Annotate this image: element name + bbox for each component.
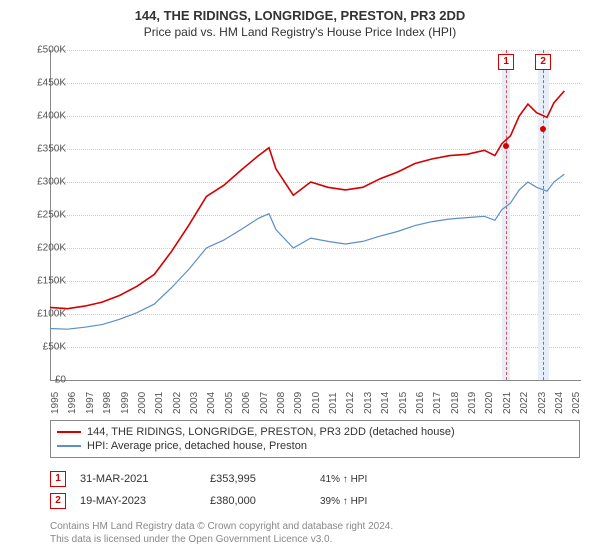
x-tick-label: 1997 <box>85 392 96 414</box>
x-tick-label: 2021 <box>502 392 513 414</box>
events-table: 1 31-MAR-2021 £353,995 41% ↑ HPI 2 19-MA… <box>50 468 580 512</box>
x-tick-label: 2007 <box>259 392 270 414</box>
x-tick-label: 2005 <box>224 392 235 414</box>
chart-title: 144, THE RIDINGS, LONGRIDGE, PRESTON, PR… <box>0 0 600 23</box>
event-price-2: £380,000 <box>210 495 320 507</box>
y-tick-label: £300K <box>37 177 66 188</box>
y-tick-label: £50K <box>43 342 66 353</box>
series-line-property <box>50 91 564 309</box>
legend-swatch-hpi <box>57 445 81 447</box>
sale-point <box>540 126 546 132</box>
legend-item-property: 144, THE RIDINGS, LONGRIDGE, PRESTON, PR… <box>57 425 573 439</box>
x-tick-label: 2023 <box>537 392 548 414</box>
x-tick-label: 2017 <box>432 392 443 414</box>
x-tick-label: 2019 <box>467 392 478 414</box>
x-tick-label: 2024 <box>554 392 565 414</box>
x-tick-label: 2015 <box>398 392 409 414</box>
event-row-2: 2 19-MAY-2023 £380,000 39% ↑ HPI <box>50 490 580 512</box>
event-date-1: 31-MAR-2021 <box>80 473 210 485</box>
footer: Contains HM Land Registry data © Crown c… <box>50 520 580 546</box>
event-marker-2: 2 <box>50 493 66 509</box>
sale-marker-box: 1 <box>498 54 514 70</box>
legend-label-hpi: HPI: Average price, detached house, Pres… <box>87 440 307 452</box>
legend-label-property: 144, THE RIDINGS, LONGRIDGE, PRESTON, PR… <box>87 426 455 438</box>
x-tick-label: 1996 <box>67 392 78 414</box>
x-tick-label: 2013 <box>363 392 374 414</box>
x-tick-label: 2012 <box>345 392 356 414</box>
y-tick-label: £400K <box>37 111 66 122</box>
y-tick-label: £200K <box>37 243 66 254</box>
event-hpi-2: 39% ↑ HPI <box>320 496 440 507</box>
x-tick-label: 2014 <box>380 392 391 414</box>
series-line-hpi <box>50 174 564 329</box>
chart-subtitle: Price paid vs. HM Land Registry's House … <box>0 23 600 43</box>
x-tick-label: 2003 <box>189 392 200 414</box>
event-price-1: £353,995 <box>210 473 320 485</box>
y-tick-label: £150K <box>37 276 66 287</box>
x-tick-label: 1999 <box>120 392 131 414</box>
y-tick-label: £350K <box>37 144 66 155</box>
legend: 144, THE RIDINGS, LONGRIDGE, PRESTON, PR… <box>50 420 580 458</box>
event-hpi-1: 41% ↑ HPI <box>320 474 440 485</box>
x-tick-label: 2002 <box>172 392 183 414</box>
x-tick-label: 2000 <box>137 392 148 414</box>
legend-swatch-property <box>57 431 81 433</box>
x-tick-label: 2025 <box>571 392 582 414</box>
x-tick-label: 1998 <box>102 392 113 414</box>
y-tick-label: £250K <box>37 210 66 221</box>
x-tick-label: 2001 <box>154 392 165 414</box>
x-tick-label: 2011 <box>328 392 339 414</box>
x-tick-label: 2022 <box>519 392 530 414</box>
x-tick-label: 1995 <box>50 392 61 414</box>
x-tick-label: 2008 <box>276 392 287 414</box>
chart-container: 144, THE RIDINGS, LONGRIDGE, PRESTON, PR… <box>0 0 600 560</box>
x-tick-label: 2020 <box>484 392 495 414</box>
x-tick-label: 2004 <box>206 392 217 414</box>
footer-line-2: This data is licensed under the Open Gov… <box>50 533 580 546</box>
x-tick-label: 2006 <box>241 392 252 414</box>
event-date-2: 19-MAY-2023 <box>80 495 210 507</box>
x-tick-label: 2009 <box>293 392 304 414</box>
y-tick-label: £100K <box>37 309 66 320</box>
y-tick-label: £500K <box>37 45 66 56</box>
sale-point <box>503 143 509 149</box>
y-tick-label: £450K <box>37 78 66 89</box>
event-row-1: 1 31-MAR-2021 £353,995 41% ↑ HPI <box>50 468 580 490</box>
sale-marker-box: 2 <box>535 54 551 70</box>
series-svg <box>50 50 580 380</box>
legend-item-hpi: HPI: Average price, detached house, Pres… <box>57 439 573 453</box>
x-tick-label: 2010 <box>311 392 322 414</box>
footer-line-1: Contains HM Land Registry data © Crown c… <box>50 520 580 533</box>
y-tick-label: £0 <box>55 375 66 386</box>
x-tick-label: 2016 <box>415 392 426 414</box>
event-marker-1: 1 <box>50 471 66 487</box>
x-tick-label: 2018 <box>450 392 461 414</box>
